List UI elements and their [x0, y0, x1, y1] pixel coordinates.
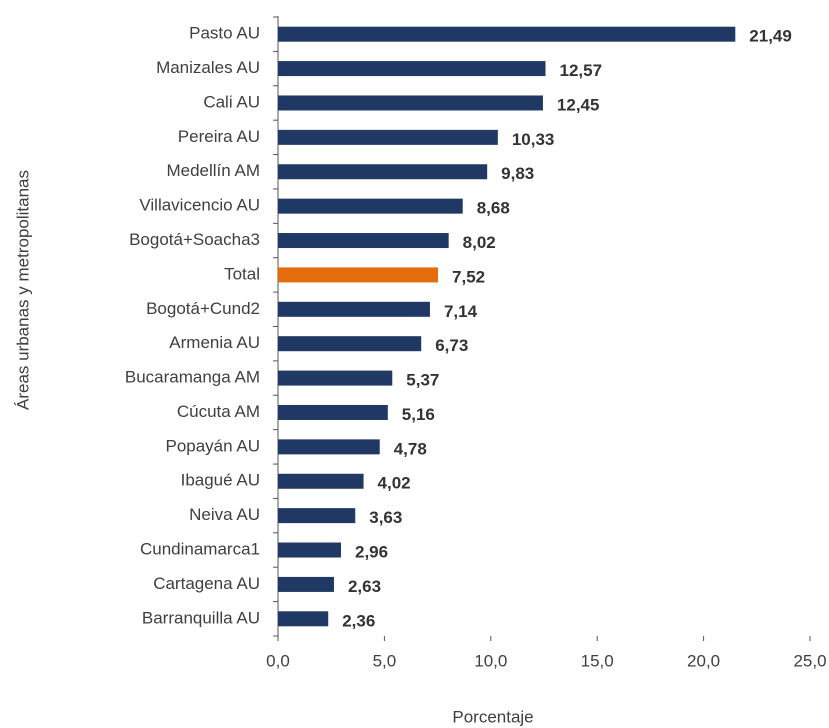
category-label: Cali AU	[203, 92, 260, 111]
category-label: Manizales AU	[156, 58, 260, 77]
category-label: Barranquilla AU	[142, 608, 260, 627]
value-label: 10,33	[512, 130, 555, 149]
bar	[278, 370, 393, 386]
bar	[278, 542, 341, 558]
value-label: 8,02	[463, 233, 496, 252]
x-tick-label: 10,0	[474, 651, 507, 670]
bar	[278, 267, 439, 283]
x-tick-label: 5,0	[373, 651, 397, 670]
value-label: 21,49	[749, 27, 792, 46]
value-label: 3,63	[369, 508, 402, 527]
bar	[278, 473, 364, 489]
category-label: Ibagué AU	[181, 471, 260, 490]
bar	[278, 26, 736, 42]
category-label: Neiva AU	[189, 505, 260, 524]
bar	[278, 95, 543, 111]
x-tick-label: 20,0	[687, 651, 720, 670]
category-label: Pasto AU	[189, 24, 260, 43]
value-label: 4,78	[394, 439, 427, 458]
category-label: Popayán AU	[165, 436, 260, 455]
category-label: Cundinamarca1	[140, 540, 260, 559]
bar	[278, 404, 388, 420]
value-label: 6,73	[435, 336, 468, 355]
category-label: Cartagena AU	[153, 574, 260, 593]
value-label: 12,45	[557, 95, 600, 114]
category-label: Armenia AU	[169, 333, 260, 352]
bar	[278, 301, 430, 317]
value-label: 4,02	[378, 474, 411, 493]
value-label: 5,37	[406, 371, 439, 390]
bar	[278, 439, 380, 455]
value-label: 12,57	[559, 61, 602, 80]
bar	[278, 164, 488, 180]
category-label: Villavicencio AU	[139, 196, 260, 215]
x-tick-label: 25,0	[793, 651, 826, 670]
category-label: Bogotá+Cund2	[146, 299, 260, 318]
y-axis-title: Áreas urbanas y metropolitanas	[13, 170, 32, 410]
value-label: 9,83	[501, 164, 534, 183]
value-label: 2,96	[355, 543, 388, 562]
x-tick-label: 0,0	[266, 651, 290, 670]
bar	[278, 611, 329, 627]
category-label: Pereira AU	[178, 127, 260, 146]
category-label: Cúcuta AM	[177, 402, 260, 421]
x-tick-label: 15,0	[581, 651, 614, 670]
category-label: Bucaramanga AM	[125, 368, 260, 387]
x-axis-title: Porcentaje	[452, 707, 533, 726]
bar	[278, 61, 546, 77]
bar	[278, 129, 498, 145]
value-label: 7,52	[452, 267, 485, 286]
value-label: 2,63	[348, 577, 381, 596]
value-label: 2,36	[342, 611, 375, 630]
category-label: Bogotá+Soacha3	[129, 230, 260, 249]
value-label: 5,16	[402, 405, 435, 424]
category-label: Total	[224, 264, 260, 283]
bar	[278, 576, 334, 592]
value-label: 7,14	[444, 302, 478, 321]
bar	[278, 336, 422, 352]
bar	[278, 508, 356, 524]
category-label: Medellín AM	[166, 161, 260, 180]
bar	[278, 233, 449, 249]
value-label: 8,68	[477, 199, 510, 218]
bar	[278, 198, 463, 214]
